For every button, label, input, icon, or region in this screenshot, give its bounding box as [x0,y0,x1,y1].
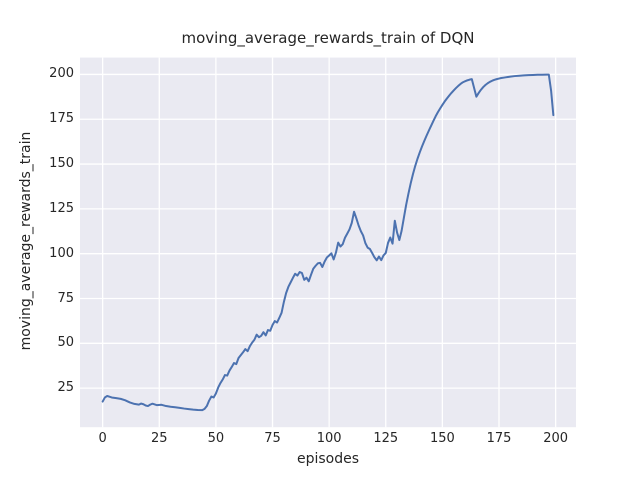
x-tick-label: 0 [98,431,107,446]
y-tick-label: 125 [49,200,74,216]
y-tick-label: 75 [57,290,74,306]
x-tick-label: 150 [429,431,455,446]
x-tick-label: 25 [150,431,168,446]
x-tick-label: 75 [264,431,281,446]
x-axis-label: episodes [296,451,360,467]
y-tick-label: 175 [49,111,74,127]
y-tick-label: 150 [49,156,74,172]
chart-title: moving_average_rewards_train of DQN [181,29,475,47]
y-tick-label: 200 [49,66,74,82]
plot-background [80,57,576,428]
x-tick-label: 175 [486,431,512,446]
x-tick-label: 200 [543,431,569,446]
y-tick-label: 100 [49,245,74,261]
x-tick-label: 100 [316,431,342,446]
x-tick-label: 50 [207,431,225,446]
series-line-moving_average_rewards_train [101,73,555,412]
x-tick-label: 125 [373,431,399,446]
y-tick-label: 25 [57,380,74,396]
y-axis-label: moving_average_rewards_train [18,131,34,351]
y-tick-label: 50 [57,335,74,351]
